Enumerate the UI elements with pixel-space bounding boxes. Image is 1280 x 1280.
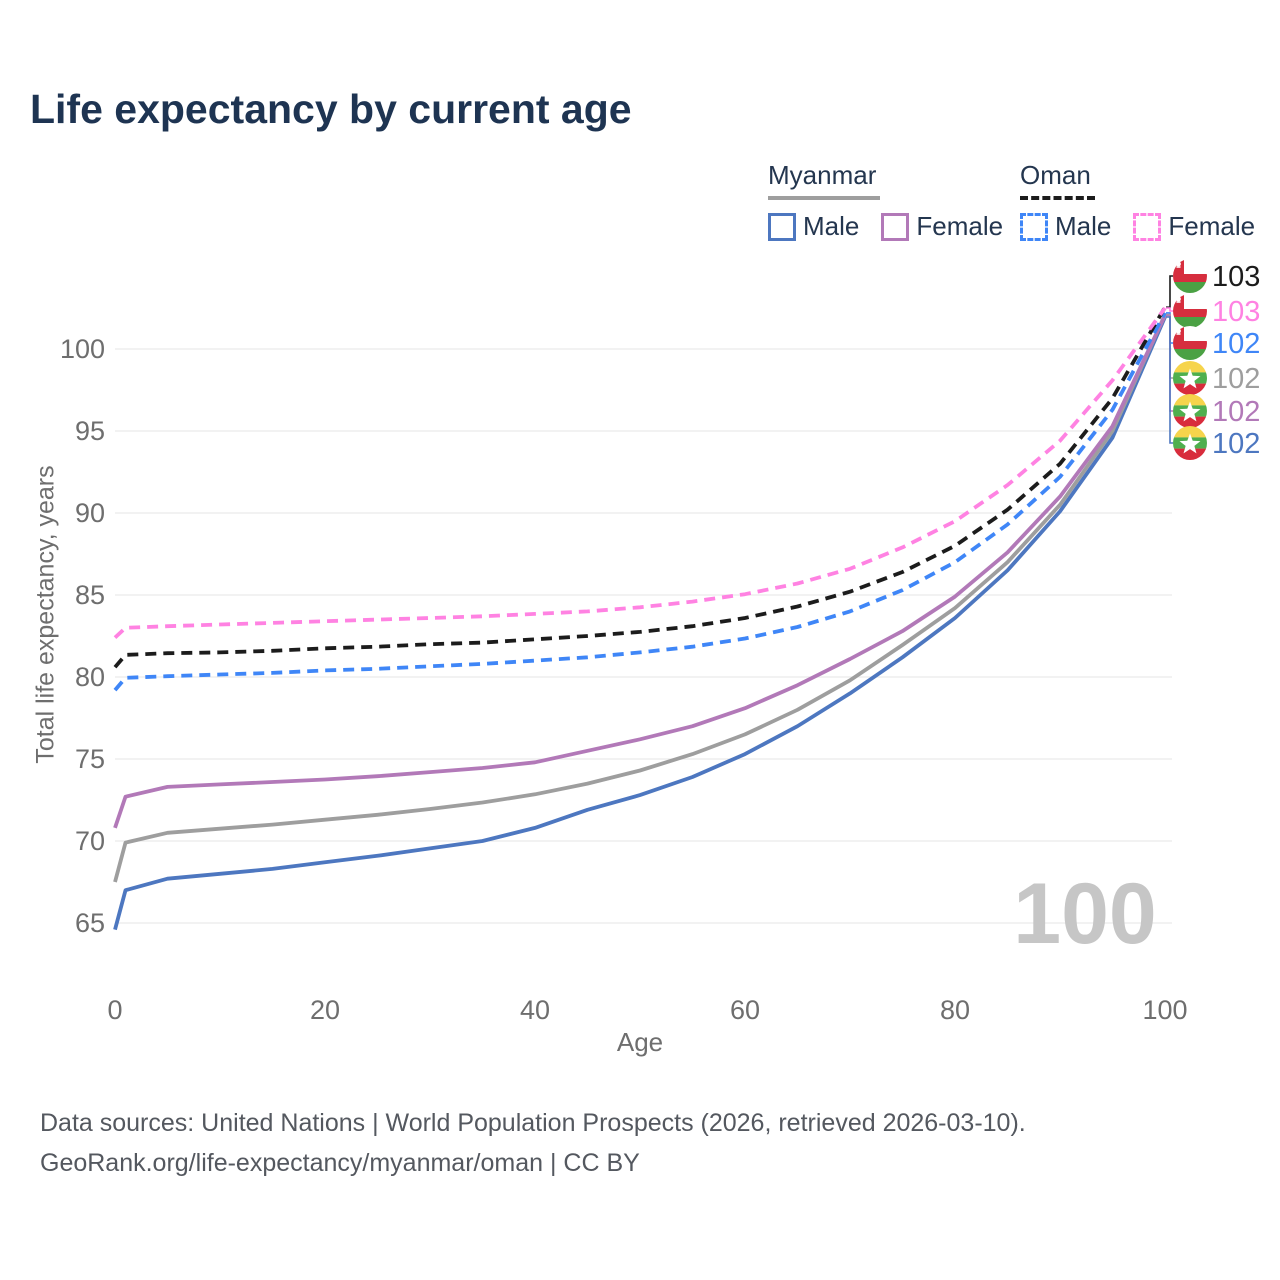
myanmar-flag-icon <box>1173 394 1207 428</box>
myanmar-male-swatch-icon <box>768 212 796 241</box>
legend-items-oman: Male Female <box>1020 211 1255 242</box>
myanmar-female-swatch-icon <box>881 212 910 241</box>
legend-label: Male <box>803 211 860 241</box>
legend-country-myanmar: Myanmar <box>768 160 881 200</box>
oman-flag-icon <box>1173 326 1207 360</box>
oman-male-swatch-icon <box>1020 212 1048 241</box>
oman-flag-icon <box>1173 259 1207 293</box>
footer: Data sources: United Nations | World Pop… <box>40 1103 1026 1183</box>
y-tick-label: 70 <box>75 826 105 856</box>
end-value-label: 102 <box>1212 363 1260 395</box>
leader-line <box>1166 307 1173 312</box>
myanmar-flag-icon <box>1173 426 1207 460</box>
x-tick-label: 20 <box>310 995 340 1025</box>
y-tick-label: 100 <box>60 334 105 364</box>
x-tick-label: 0 <box>107 995 122 1025</box>
end-value-label: 103 <box>1212 296 1260 328</box>
y-tick-label: 95 <box>75 416 105 446</box>
watermark-age: 100 <box>1013 866 1157 962</box>
leader-line <box>1166 316 1173 444</box>
end-value-label: 102 <box>1212 396 1260 428</box>
y-tick-label: 75 <box>75 744 105 774</box>
series-line-myanmar-female <box>113 314 1167 829</box>
legend-item-oman-male[interactable]: Male <box>1020 211 1111 242</box>
end-value-label: 102 <box>1212 328 1260 360</box>
y-tick-label: 85 <box>75 580 105 610</box>
page-title: Life expectancy by current age <box>30 86 632 132</box>
series-line-oman-female <box>113 306 1167 639</box>
y-tick-label: 80 <box>75 662 105 692</box>
end-value-label: 102 <box>1212 428 1260 460</box>
legend-items-myanmar: Male Female <box>768 211 1003 242</box>
series-line-oman-male <box>113 311 1167 692</box>
x-tick-label: 60 <box>730 995 760 1025</box>
series-line-oman-total <box>113 306 1167 669</box>
x-axis-title: Age <box>617 1027 663 1057</box>
legend-label: Female <box>916 211 1004 241</box>
leader-line <box>1166 275 1173 309</box>
y-tick-label: 65 <box>75 908 105 938</box>
x-tick-label: 100 <box>1142 995 1187 1025</box>
legend-group-oman: Oman Male Female <box>1020 160 1255 242</box>
oman-female-swatch-icon <box>1133 212 1162 241</box>
legend-item-myanmar-female[interactable]: Female <box>881 211 1003 242</box>
series-line-myanmar-male <box>113 316 1167 931</box>
x-tick-label: 80 <box>940 995 970 1025</box>
footer-data-sources: Data sources: United Nations | World Pop… <box>40 1109 1026 1137</box>
legend-item-oman-female[interactable]: Female <box>1133 211 1255 242</box>
footer-attribution: GeoRank.org/life-expectancy/myanmar/oman… <box>40 1149 640 1177</box>
oman-flag-icon <box>1173 294 1207 328</box>
legend-label: Male <box>1055 211 1112 241</box>
legend-group-myanmar: Myanmar Male Female <box>768 160 1003 242</box>
legend-label: Female <box>1168 211 1256 241</box>
x-tick-label: 40 <box>520 995 550 1025</box>
series-line-myanmar-total <box>113 313 1167 883</box>
myanmar-flag-icon <box>1173 361 1207 395</box>
y-tick-label: 90 <box>75 498 105 528</box>
end-value-label: 103 <box>1212 261 1260 293</box>
legend-country-oman: Oman <box>1020 160 1095 200</box>
legend-item-myanmar-male[interactable]: Male <box>768 211 859 242</box>
